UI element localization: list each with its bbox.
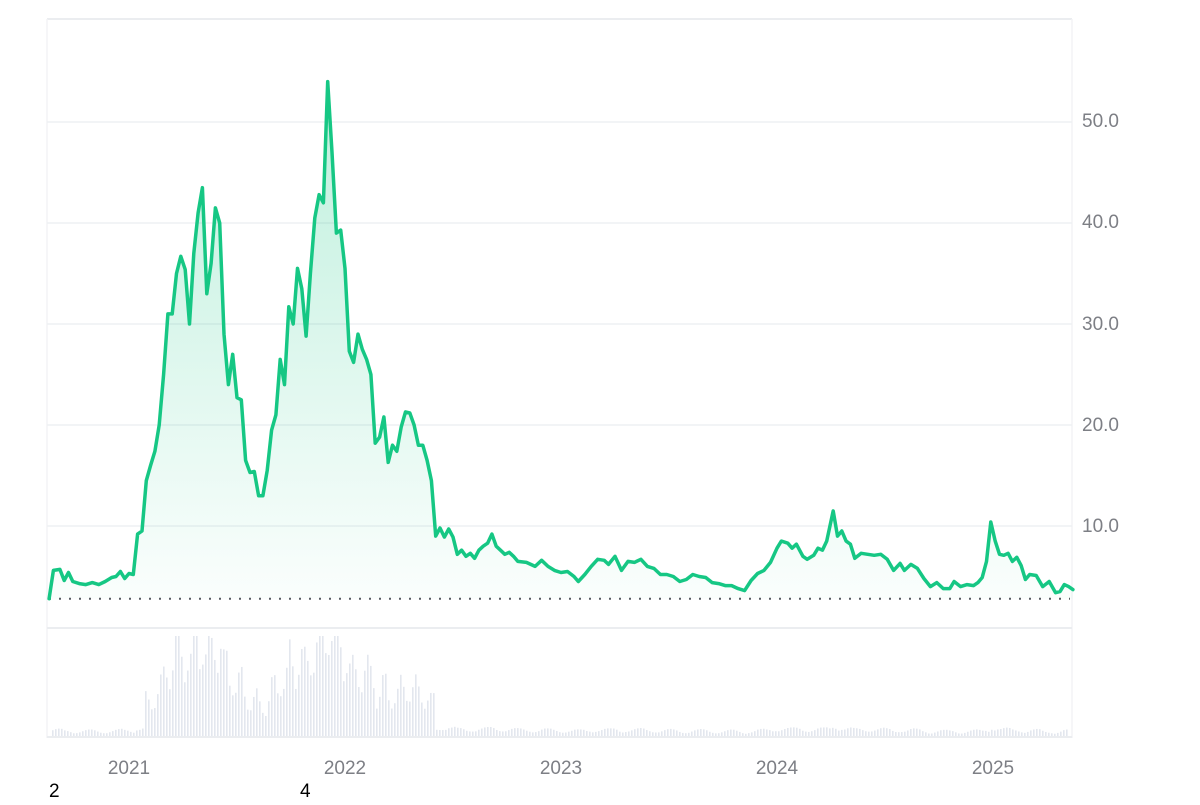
x-tick-2023: 2023 xyxy=(539,758,583,779)
x-tick-2025: 2025 xyxy=(971,758,1015,779)
price-line xyxy=(47,79,1075,601)
y-tick-40: 40.0 xyxy=(1082,212,1119,233)
corner-label-left: 2 xyxy=(49,781,60,802)
x-tick-2021: 2021 xyxy=(107,758,151,779)
y-tick-50: 50.0 xyxy=(1082,111,1119,132)
y-tick-10: 10.0 xyxy=(1082,516,1119,537)
y-tick-30: 30.0 xyxy=(1082,314,1119,335)
x-tick-2024: 2024 xyxy=(755,758,799,779)
corner-label-mid: 4 xyxy=(300,781,311,802)
y-tick-20: 20.0 xyxy=(1082,415,1119,436)
volume-bars xyxy=(52,636,1068,736)
price-area xyxy=(49,81,1073,599)
x-tick-2022: 2022 xyxy=(323,758,367,779)
